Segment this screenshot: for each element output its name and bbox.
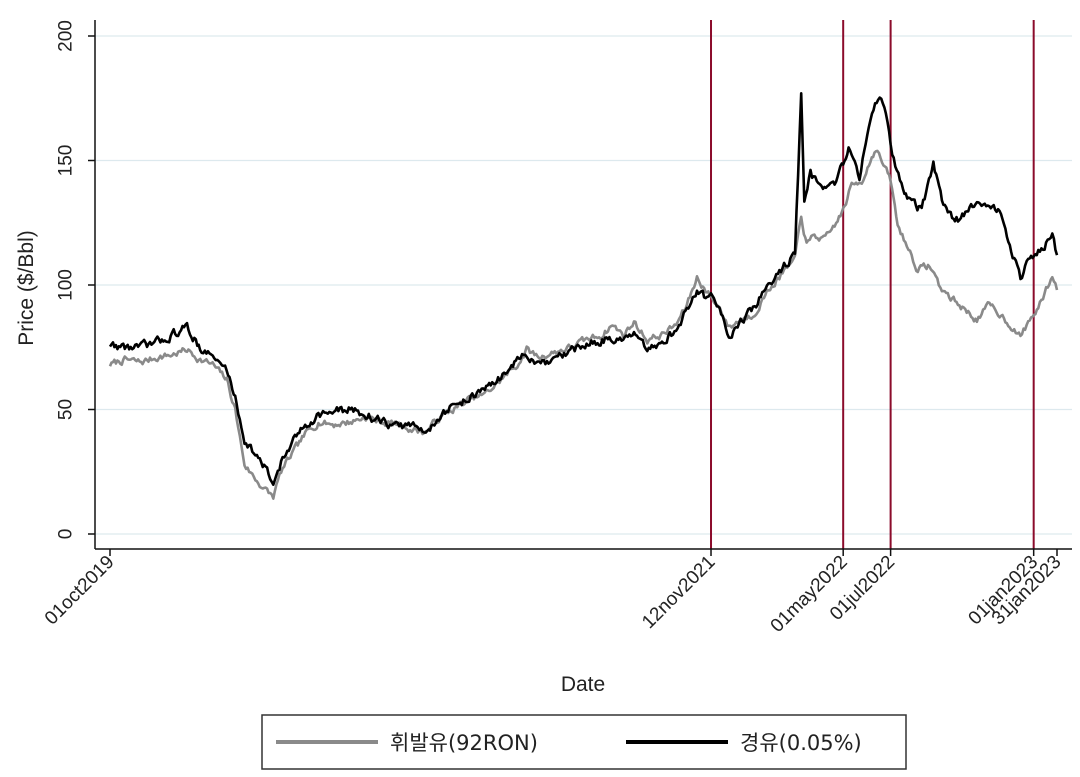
series-group xyxy=(108,92,1059,500)
y-tick-label: 50 xyxy=(56,399,77,420)
legend-label-diesel: 경유(0.05%) xyxy=(740,731,862,755)
x-tick-label: 12nov2021 xyxy=(638,552,719,633)
legend: 휘발유(92RON) 경유(0.05%) xyxy=(261,714,907,770)
y-tick-label: 100 xyxy=(56,269,77,301)
series-line-gasoline xyxy=(108,149,1059,500)
legend-label-gasoline: 휘발유(92RON) xyxy=(390,731,538,755)
y-axis-title: Price ($/Bbl) xyxy=(15,230,38,346)
y-tick-label: 0 xyxy=(56,529,77,540)
x-tick-label: 01oct2019 xyxy=(41,552,119,630)
y-tick-label: 200 xyxy=(56,20,77,52)
reference-lines xyxy=(710,20,1035,549)
x-axis-title: Date xyxy=(561,673,605,696)
grid xyxy=(95,35,1072,535)
y-tick-label: 150 xyxy=(56,145,77,177)
series-line-diesel xyxy=(108,92,1059,486)
